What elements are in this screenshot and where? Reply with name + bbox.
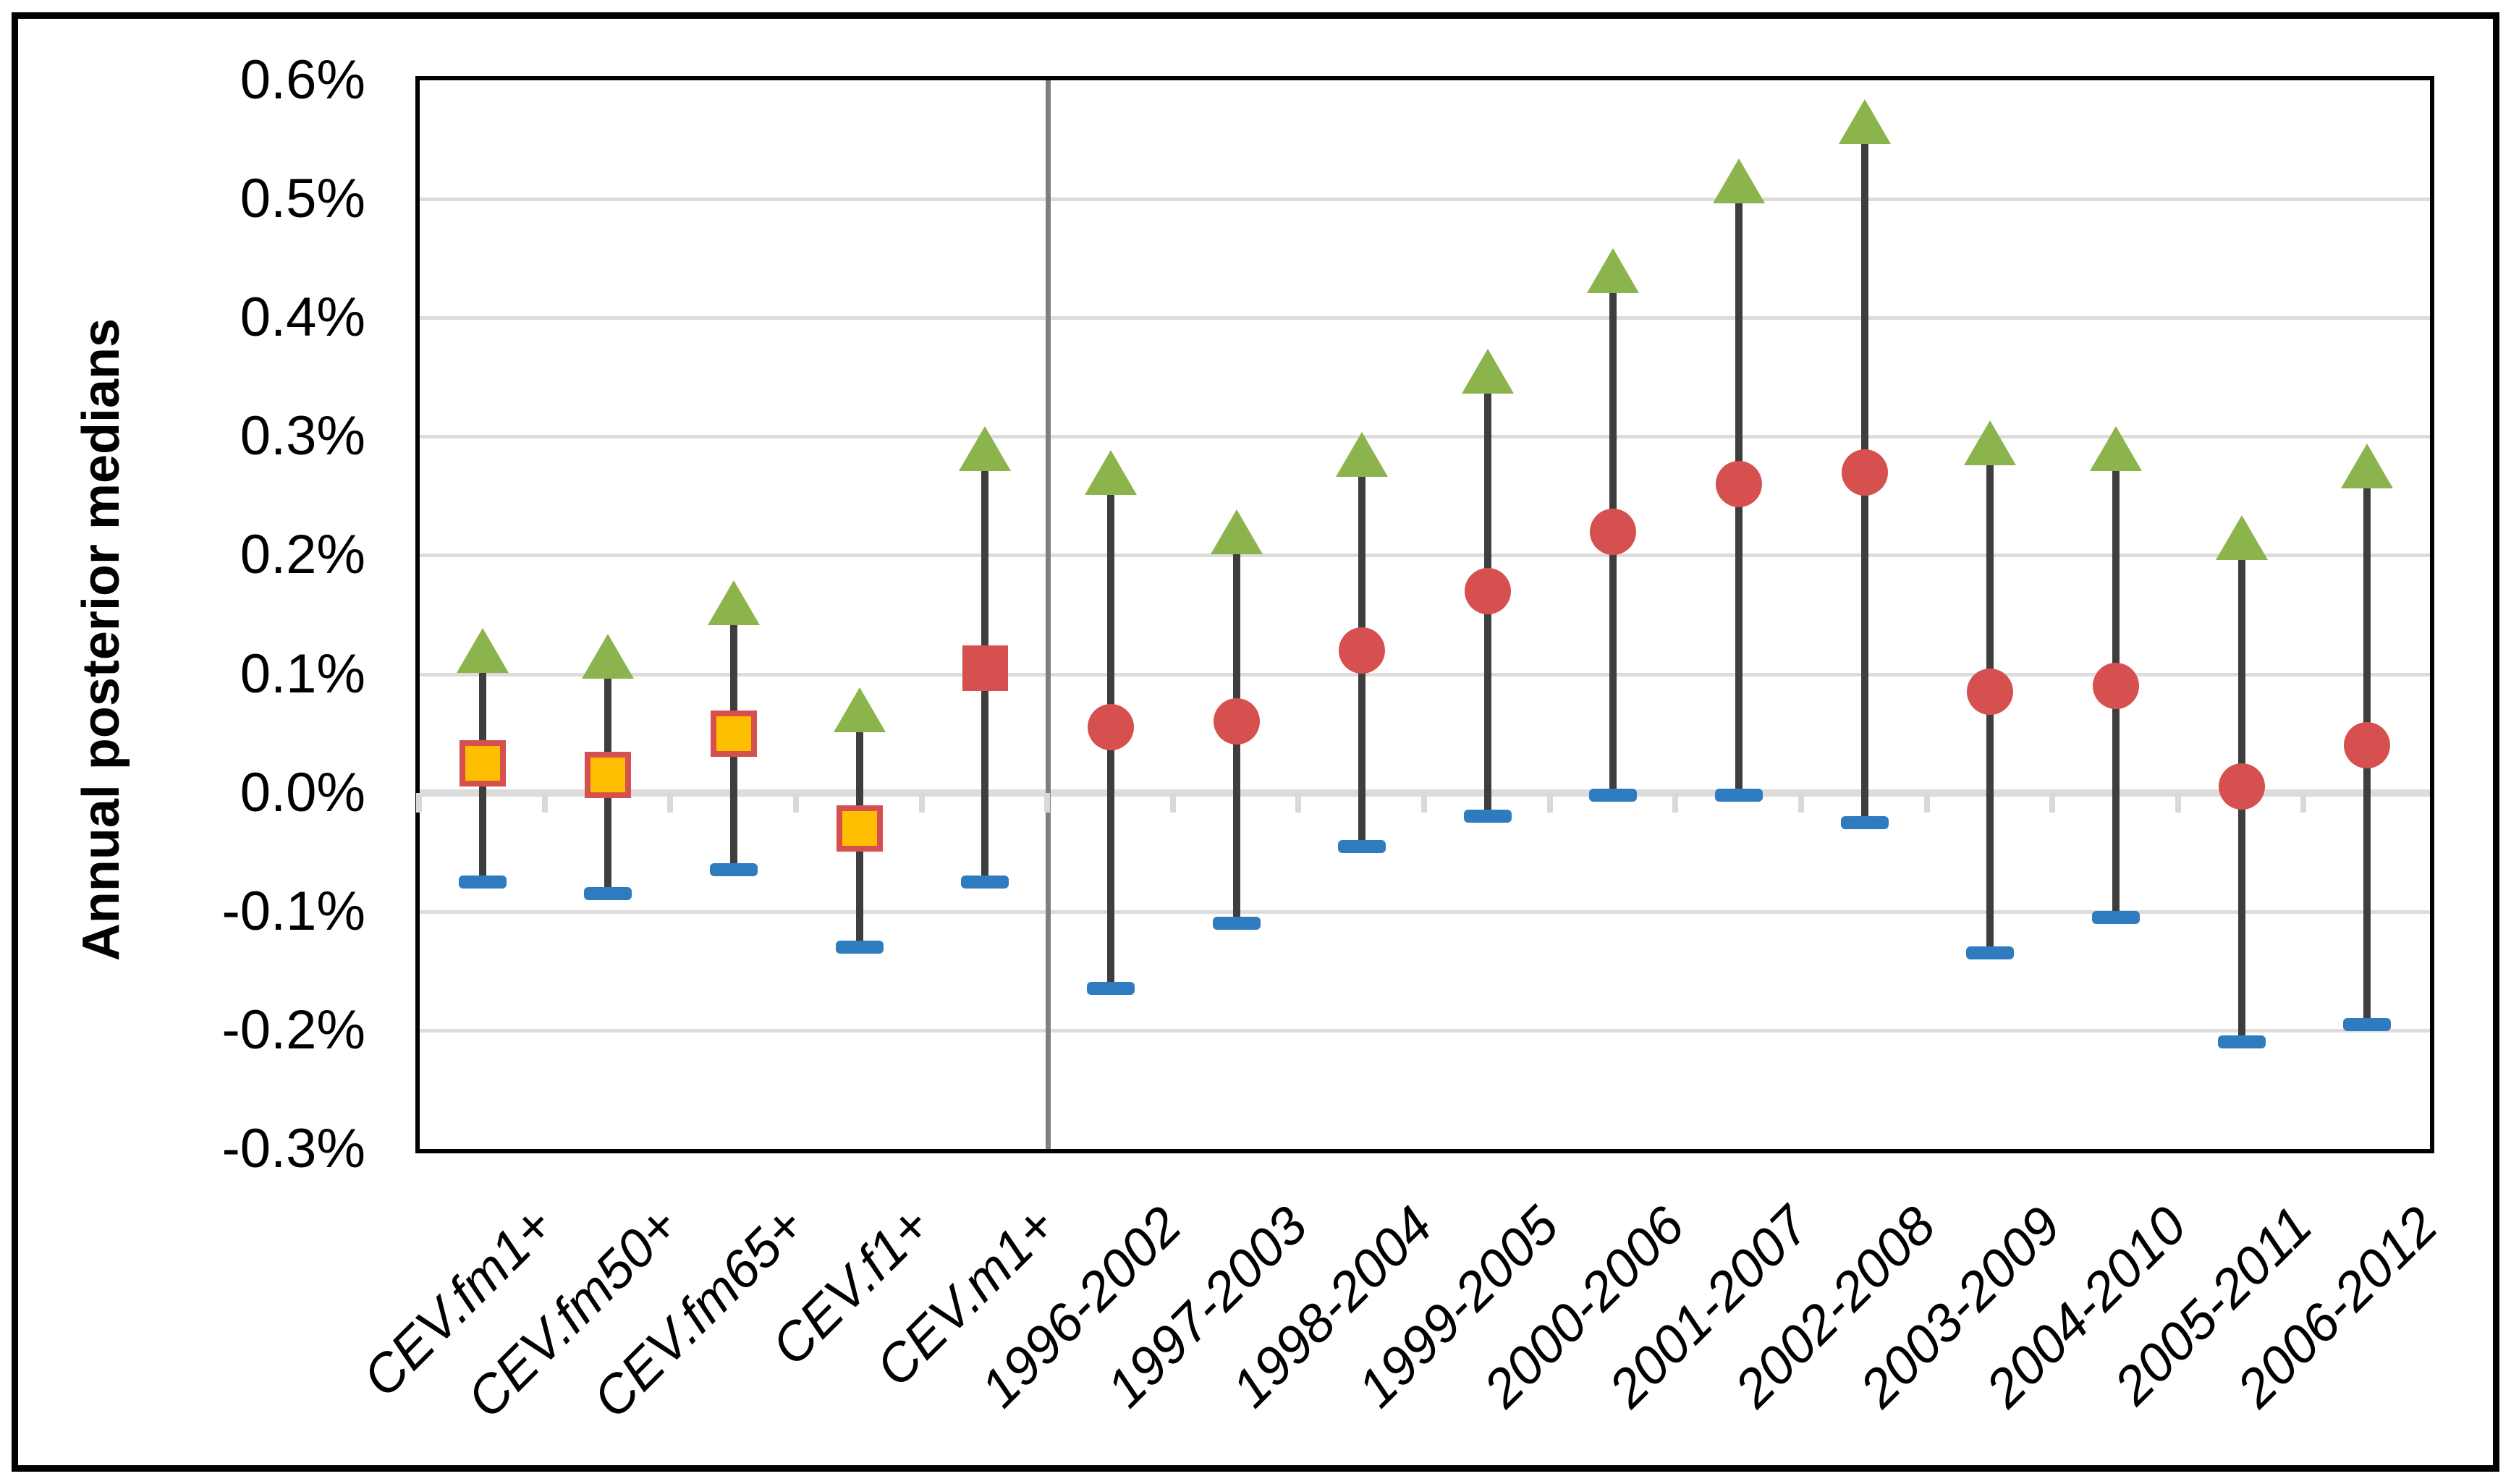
category-axis-tick xyxy=(918,792,925,813)
category-axis-tick xyxy=(2300,792,2307,813)
upper-triangle-marker xyxy=(708,580,761,626)
y-axis-tick-label: -0.1% xyxy=(221,880,365,942)
upper-triangle-marker xyxy=(1461,349,1514,394)
median-square-marker xyxy=(711,710,758,757)
lower-dash-marker xyxy=(1715,788,1763,802)
category-axis-tick xyxy=(541,792,548,813)
upper-triangle-marker xyxy=(1713,158,1766,204)
lower-dash-marker xyxy=(1840,815,1889,829)
median-circle-marker xyxy=(2092,662,2139,709)
upper-triangle-marker xyxy=(1084,449,1137,495)
y-axis-tick-label: 0.3% xyxy=(240,405,365,467)
gridline xyxy=(420,316,2430,321)
median-square-marker xyxy=(459,739,506,786)
figure-border xyxy=(12,12,2499,1472)
category-axis-tick xyxy=(2175,792,2181,813)
median-circle-marker xyxy=(1716,460,1763,507)
upper-triangle-marker xyxy=(1964,420,2017,465)
gridline xyxy=(420,910,2430,914)
median-square-marker xyxy=(962,645,1008,691)
y-axis-tick-label: 0.5% xyxy=(240,168,365,230)
lower-dash-marker xyxy=(1086,982,1135,996)
gridline xyxy=(420,672,2430,677)
upper-triangle-marker xyxy=(1838,99,1891,145)
category-axis-tick xyxy=(1295,792,1302,813)
lower-dash-marker xyxy=(1589,788,1638,802)
category-axis-tick xyxy=(1421,792,1427,813)
category-axis-tick xyxy=(1169,792,1176,813)
gridline xyxy=(420,198,2430,202)
lower-dash-marker xyxy=(710,863,758,877)
y-axis-tick-label: 0.4% xyxy=(240,287,365,349)
category-axis-tick xyxy=(2049,792,2056,813)
group-divider-line xyxy=(1046,80,1051,1149)
upper-triangle-marker xyxy=(2341,444,2394,489)
y-axis-tick-label: -0.3% xyxy=(221,1118,365,1179)
median-circle-marker xyxy=(1464,567,1511,614)
category-axis-tick xyxy=(1044,792,1051,813)
lower-dash-marker xyxy=(1338,839,1386,853)
median-circle-marker xyxy=(1087,704,1134,751)
upper-triangle-marker xyxy=(833,687,886,732)
lower-dash-marker xyxy=(2217,1035,2266,1049)
category-axis-tick xyxy=(1672,792,1679,813)
median-circle-marker xyxy=(1967,669,2014,716)
lower-dash-marker xyxy=(458,875,507,889)
category-axis-tick xyxy=(1546,792,1553,813)
y-axis-tick-label: -0.2% xyxy=(221,998,365,1061)
upper-triangle-marker xyxy=(1210,509,1263,554)
gridline xyxy=(420,1028,2430,1033)
upper-triangle-marker xyxy=(2089,425,2142,471)
gridline xyxy=(420,435,2430,439)
median-circle-marker xyxy=(2218,763,2265,810)
lower-dash-marker xyxy=(584,887,632,901)
category-axis-tick xyxy=(1923,792,1930,813)
lower-dash-marker xyxy=(1463,810,1512,823)
lower-dash-marker xyxy=(2343,1017,2392,1031)
y-axis-tick-label: 0.6% xyxy=(240,49,365,111)
upper-triangle-marker xyxy=(2215,514,2268,560)
upper-triangle-marker xyxy=(1336,431,1389,477)
lower-dash-marker xyxy=(961,875,1009,889)
upper-triangle-marker xyxy=(959,425,1012,471)
upper-triangle-marker xyxy=(1587,247,1640,293)
category-axis-tick xyxy=(667,792,674,813)
lower-dash-marker xyxy=(2091,910,2140,924)
category-axis-tick xyxy=(416,792,422,813)
median-circle-marker xyxy=(2344,722,2391,769)
median-square-marker xyxy=(585,752,632,799)
upper-triangle-marker xyxy=(582,633,635,679)
lower-dash-marker xyxy=(1966,946,2015,960)
lower-dash-marker xyxy=(835,941,884,954)
median-circle-marker xyxy=(1590,508,1637,555)
median-circle-marker xyxy=(1339,627,1386,674)
category-axis-tick xyxy=(1797,792,1804,813)
median-circle-marker xyxy=(1213,698,1260,745)
y-axis-tick-label: 0.1% xyxy=(240,643,365,705)
median-circle-marker xyxy=(1841,449,1888,496)
median-square-marker xyxy=(836,805,883,852)
gridline xyxy=(420,554,2430,558)
lower-dash-marker xyxy=(1212,917,1261,930)
y-axis-tick-label: 0.0% xyxy=(240,761,365,823)
y-axis-tick-label: 0.2% xyxy=(240,524,365,586)
upper-triangle-marker xyxy=(456,627,509,673)
category-axis-tick xyxy=(792,792,799,813)
